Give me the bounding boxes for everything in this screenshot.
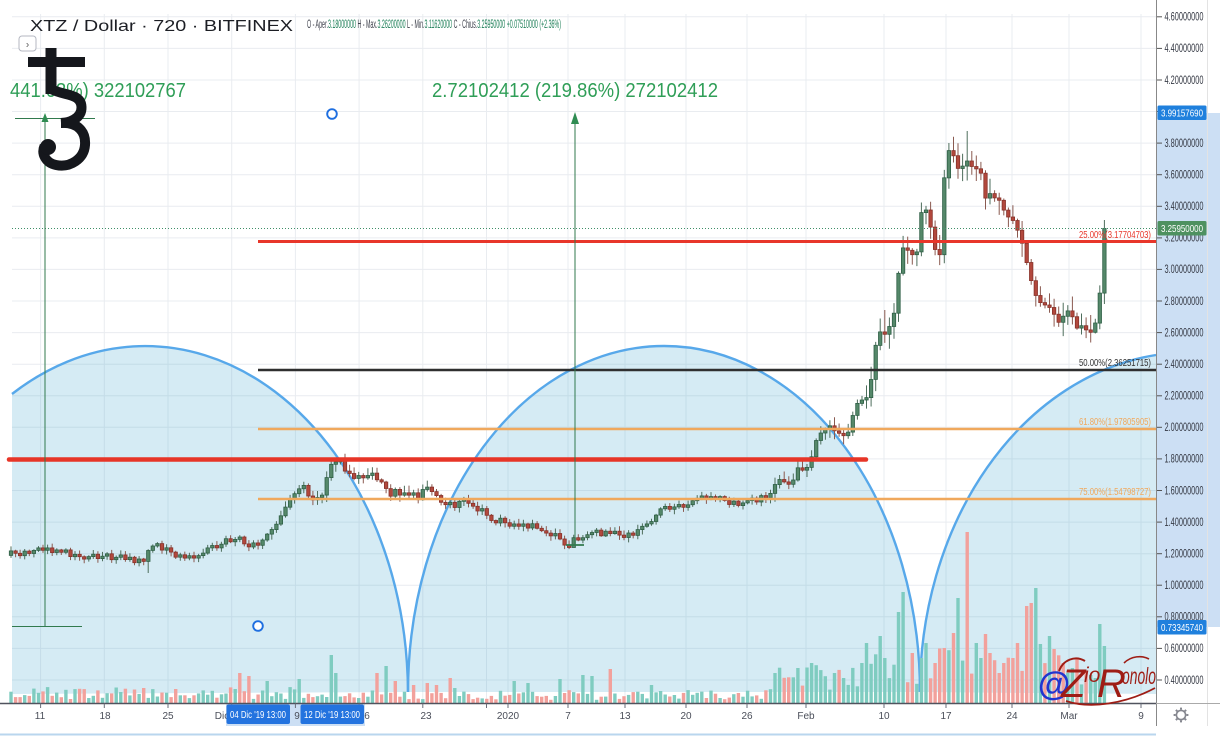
svg-text:17: 17 xyxy=(940,711,952,722)
svg-text:R: R xyxy=(1097,662,1126,706)
svg-text:O - Aper.3.18000000 H - Max.3.: O - Aper.3.18000000 H - Max.3.26200000 L… xyxy=(307,19,561,31)
svg-text:3.99157690: 3.99157690 xyxy=(1161,108,1203,120)
svg-text:2.40000000: 2.40000000 xyxy=(1165,357,1204,371)
svg-text:50.00%(2.36251715): 50.00%(2.36251715) xyxy=(1079,358,1151,369)
svg-text:4.60000000: 4.60000000 xyxy=(1165,10,1204,24)
svg-text:11: 11 xyxy=(35,711,46,722)
svg-text:4.40000000: 4.40000000 xyxy=(1165,41,1204,55)
svg-text:3.40000000: 3.40000000 xyxy=(1165,199,1204,213)
svg-text:1.80000000: 1.80000000 xyxy=(1165,452,1204,466)
svg-text:04 Dic '19 13:00: 04 Dic '19 13:00 xyxy=(230,710,286,721)
svg-text:1.00000000: 1.00000000 xyxy=(1165,578,1204,592)
svg-text:20: 20 xyxy=(680,711,692,722)
svg-text:2.00000000: 2.00000000 xyxy=(1165,420,1204,434)
svg-text:23: 23 xyxy=(420,711,432,722)
svg-text:XTZ / Dollar · 720 · BITFINEX: XTZ / Dollar · 720 · BITFINEX xyxy=(30,18,293,35)
svg-text:0.40000000: 0.40000000 xyxy=(1165,673,1204,687)
svg-text:3.60000000: 3.60000000 xyxy=(1165,168,1204,182)
svg-text:io: io xyxy=(1084,664,1101,687)
svg-text:onolo: onolo xyxy=(1122,663,1156,689)
svg-text:2.72102412 (219.86%) 272102412: 2.72102412 (219.86%) 272102412 xyxy=(432,80,718,102)
svg-text:Dic: Dic xyxy=(215,711,229,722)
svg-text:›: › xyxy=(26,40,29,51)
svg-text:441.03%) 322102767: 441.03%) 322102767 xyxy=(10,80,186,102)
svg-text:75.00%(1.54798727): 75.00%(1.54798727) xyxy=(1079,487,1151,498)
svg-text:24: 24 xyxy=(1006,711,1018,722)
svg-text:7: 7 xyxy=(565,711,571,722)
svg-text:0.60000000: 0.60000000 xyxy=(1165,641,1204,655)
svg-text:1.20000000: 1.20000000 xyxy=(1165,547,1204,561)
svg-text:3.00000000: 3.00000000 xyxy=(1165,262,1204,276)
svg-text:6: 6 xyxy=(364,711,370,722)
svg-text:9: 9 xyxy=(294,711,300,722)
svg-text:Feb: Feb xyxy=(797,711,815,722)
svg-text:9: 9 xyxy=(1138,711,1144,722)
svg-text:2.80000000: 2.80000000 xyxy=(1165,294,1204,308)
svg-text:2.20000000: 2.20000000 xyxy=(1165,389,1204,403)
svg-text:3.80000000: 3.80000000 xyxy=(1165,136,1204,150)
svg-text:61.80%(1.97805905): 61.80%(1.97805905) xyxy=(1079,417,1151,428)
svg-text:25: 25 xyxy=(162,711,174,722)
svg-text:4.20000000: 4.20000000 xyxy=(1165,73,1204,87)
svg-text:18: 18 xyxy=(99,711,111,722)
svg-text:12 Dic '19 13:00: 12 Dic '19 13:00 xyxy=(304,710,360,721)
svg-text:13: 13 xyxy=(619,711,631,722)
svg-text:2.60000000: 2.60000000 xyxy=(1165,325,1204,339)
svg-text:3.25950000: 3.25950000 xyxy=(1161,223,1203,235)
svg-text:10: 10 xyxy=(878,711,890,722)
svg-text:1.60000000: 1.60000000 xyxy=(1165,483,1204,497)
svg-text:@: @ xyxy=(1038,665,1070,702)
svg-text:1.40000000: 1.40000000 xyxy=(1165,515,1204,529)
svg-text:Z: Z xyxy=(1060,662,1087,706)
svg-text:0.73345740: 0.73345740 xyxy=(1161,622,1203,634)
svg-text:2020: 2020 xyxy=(497,711,520,722)
svg-text:25.00%(3.17704703): 25.00%(3.17704703) xyxy=(1079,230,1151,241)
svg-text:Mar: Mar xyxy=(1060,711,1078,722)
svg-text:26: 26 xyxy=(741,711,753,722)
